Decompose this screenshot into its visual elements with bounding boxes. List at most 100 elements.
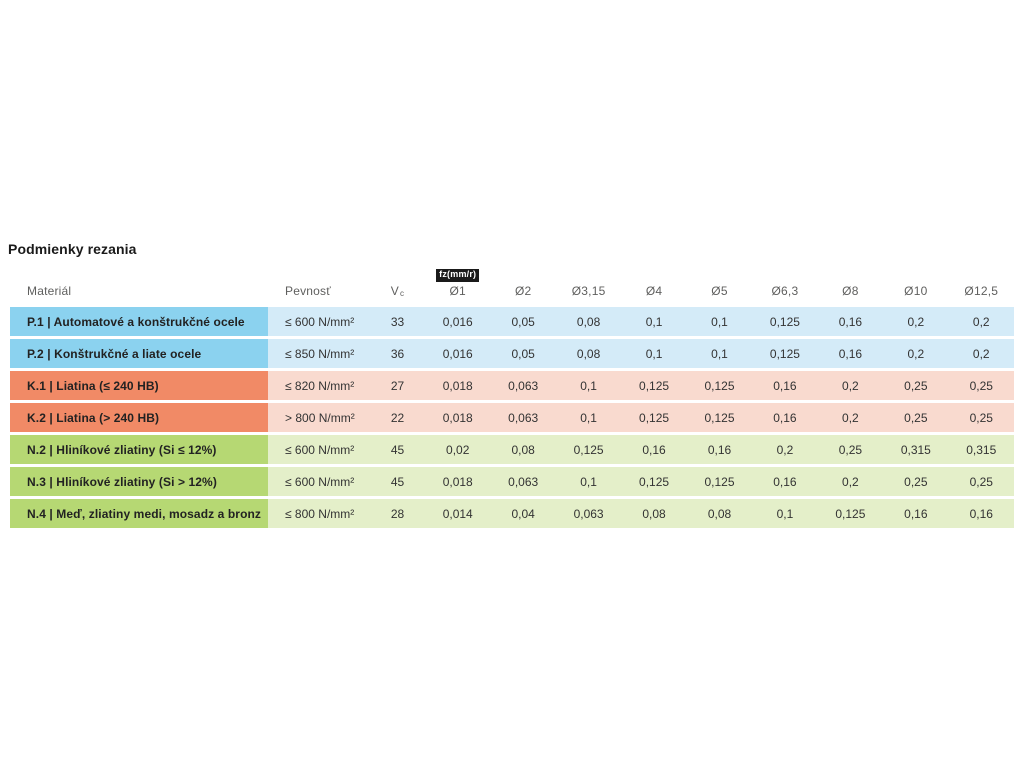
fz-unit-badge: fz(mm/r) (436, 269, 480, 282)
fz-value-cell: 0,16 (752, 371, 818, 400)
vc-subscript: c (400, 289, 405, 298)
column-header-d1: fz(mm/r) Ø1 (425, 260, 490, 307)
fz-value-cell: 0,2 (948, 307, 1014, 336)
vc-cell: 36 (370, 339, 425, 368)
fz-value-cell: 0,25 (883, 403, 949, 432)
fz-value-cell: 0,014 (425, 499, 491, 528)
fz-value-cell: 0,08 (555, 307, 622, 336)
fz-value-cell: 0,1 (555, 371, 622, 400)
material-cell: P.2 | Konštrukčné a liate ocele (10, 339, 268, 368)
fz-value-cell: 0,016 (425, 339, 491, 368)
vc-cell: 45 (370, 467, 425, 496)
fz-value-cell: 0,125 (686, 403, 753, 432)
fz-value-cell: 0,2 (817, 403, 884, 432)
table-row: K.1 | Liatina (≤ 240 HB) ≤ 820 N/mm² 27 0,0… (10, 371, 1014, 400)
fz-value-cell: 0,063 (555, 499, 622, 528)
fz-value-cell: 0,2 (817, 371, 884, 400)
fz-value-cell: 0,08 (555, 339, 622, 368)
column-header-d2: Ø2 (514, 284, 532, 298)
fz-value-cell: 0,016 (425, 307, 491, 336)
d1-header-stack: fz(mm/r) Ø1 (436, 269, 480, 298)
fz-value-cell: 0,2 (817, 467, 884, 496)
fz-value-cell: 0,125 (621, 403, 687, 432)
strength-cell: ≤ 600 N/mm² (268, 307, 370, 336)
fz-value-cell: 0,125 (686, 371, 753, 400)
column-header-d7: Ø8 (842, 284, 859, 298)
vc-label: V (390, 284, 399, 298)
column-header-d6: Ø6,3 (771, 284, 799, 298)
table-row: N.4 | Meď, zliatiny medi, mosadz a bronz… (10, 499, 1014, 528)
table-row: P.1 | Automatové a konštrukčné ocele ≤ 60… (10, 307, 1014, 336)
fz-value-cell: 0,1 (621, 339, 687, 368)
fz-value-cell: 0,1 (686, 339, 753, 368)
fz-value-cell: 0,315 (948, 435, 1014, 464)
fz-value-cell: 0,08 (621, 499, 687, 528)
fz-value-cell: 0,125 (555, 435, 622, 464)
fz-value-cell: 0,018 (425, 467, 491, 496)
fz-value-cell: 0,2 (752, 435, 818, 464)
strength-cell: ≤ 600 N/mm² (268, 467, 370, 496)
fz-value-cell: 0,25 (948, 403, 1014, 432)
column-header-material: Materiál (27, 284, 72, 298)
fz-value-cell: 0,063 (490, 467, 556, 496)
fz-value-cell: 0,125 (621, 371, 687, 400)
strength-cell: ≤ 850 N/mm² (268, 339, 370, 368)
fz-value-cell: 0,1 (686, 307, 753, 336)
material-cell: N.2 | Hliníkové zliatiny (Si ≤ 12%) (10, 435, 268, 464)
fz-value-cell: 0,16 (817, 339, 884, 368)
fz-value-cell: 0,125 (752, 339, 818, 368)
fz-value-cell: 0,1 (752, 499, 818, 528)
fz-value-cell: 0,125 (686, 467, 753, 496)
table-row: N.2 | Hliníkové zliatiny (Si ≤ 12%) ≤ 600… (10, 435, 1014, 464)
fz-value-cell: 0,125 (752, 307, 818, 336)
material-cell: N.3 | Hliníkové zliatiny (Si > 12%) (10, 467, 268, 496)
material-cell: K.1 | Liatina (≤ 240 HB) (10, 371, 268, 400)
strength-cell: ≤ 600 N/mm² (268, 435, 370, 464)
fz-value-cell: 0,018 (425, 371, 491, 400)
fz-value-cell: 0,25 (883, 467, 949, 496)
column-header-d4: Ø4 (645, 284, 663, 298)
table-row: K.2 | Liatina (> 240 HB) > 800 N/mm² 22 0,0… (10, 403, 1014, 432)
fz-value-cell: 0,1 (555, 403, 622, 432)
fz-value-cell: 0,2 (883, 339, 949, 368)
column-header-strength: Pevnosť (285, 284, 331, 298)
fz-value-cell: 0,16 (948, 499, 1014, 528)
fz-value-cell: 0,25 (817, 435, 884, 464)
fz-value-cell: 0,25 (948, 467, 1014, 496)
fz-value-cell: 0,063 (490, 371, 556, 400)
fz-value-cell: 0,063 (490, 403, 556, 432)
table-row: P.2 | Konštrukčné a liate ocele ≤ 850 N/m… (10, 339, 1014, 368)
fz-value-cell: 0,04 (490, 499, 556, 528)
table-body: P.1 | Automatové a konštrukčné ocele ≤ 60… (10, 307, 1014, 528)
fz-value-cell: 0,018 (425, 403, 491, 432)
fz-value-cell: 0,25 (883, 371, 949, 400)
column-header-d3: Ø3,15 (571, 284, 606, 298)
table-row: N.3 | Hliníkové zliatiny (Si > 12%) ≤ 600… (10, 467, 1014, 496)
fz-value-cell: 0,16 (686, 435, 753, 464)
vc-cell: 28 (370, 499, 425, 528)
fz-value-cell: 0,2 (883, 307, 949, 336)
vc-cell: 22 (370, 403, 425, 432)
fz-value-cell: 0,315 (883, 435, 949, 464)
vc-cell: 33 (370, 307, 425, 336)
strength-cell: ≤ 820 N/mm² (268, 371, 370, 400)
fz-value-cell: 0,16 (621, 435, 687, 464)
column-header-d5: Ø5 (711, 284, 728, 298)
fz-value-cell: 0,125 (621, 467, 687, 496)
d1-label: Ø1 (449, 284, 466, 298)
page-title: Podmienky rezania (8, 241, 137, 257)
vc-cell: 45 (370, 435, 425, 464)
vc-cell: 27 (370, 371, 425, 400)
strength-cell: ≤ 800 N/mm² (268, 499, 370, 528)
fz-value-cell: 0,16 (752, 467, 818, 496)
fz-value-cell: 0,25 (948, 371, 1014, 400)
material-cell: K.2 | Liatina (> 240 HB) (10, 403, 268, 432)
fz-value-cell: 0,1 (621, 307, 687, 336)
strength-cell: > 800 N/mm² (268, 403, 370, 432)
fz-value-cell: 0,1 (555, 467, 622, 496)
fz-value-cell: 0,16 (752, 403, 818, 432)
